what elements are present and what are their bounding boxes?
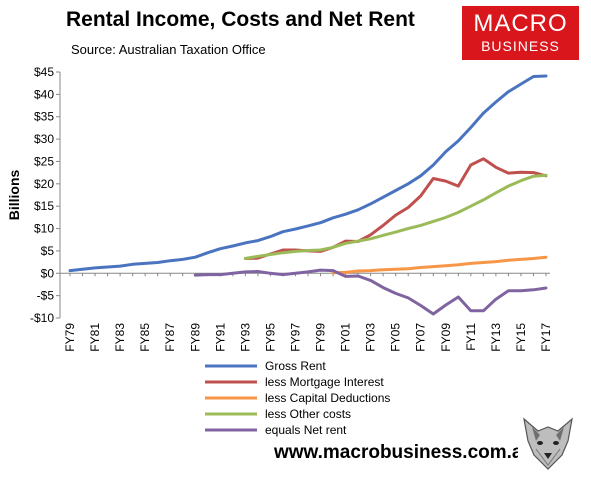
logo-line-2: BUSINESS xyxy=(481,38,560,54)
macrobusiness-logo: MACRO BUSINESS xyxy=(462,6,579,60)
series-line-net xyxy=(193,268,548,316)
y-tick-label: -$5 xyxy=(37,289,55,303)
y-tick-label: $35 xyxy=(34,110,54,124)
legend-label-capital: less Capital Deductions xyxy=(265,391,390,405)
legend: Gross Rent less Mortgage Interest less Cap… xyxy=(205,359,390,437)
legend-label-net: equals Net rent xyxy=(265,423,347,437)
chart-subtitle: Source: Australian Taxation Office xyxy=(71,42,266,57)
axes: -$10 -$5 $0 $5 $10 $15 $20 $25 $30 $35 $40 $45 Billi… xyxy=(6,65,553,352)
series-lines xyxy=(68,74,548,316)
chart-title: Rental Income, Costs and Net Rent xyxy=(66,8,415,31)
y-tick-label: $40 xyxy=(34,87,54,101)
x-tick-label: FY79 xyxy=(63,323,77,352)
legend-label-mortgage: less Mortgage Interest xyxy=(265,375,384,389)
wolf-logo-icon xyxy=(518,415,578,471)
x-tick-label: FY13 xyxy=(489,323,503,352)
x-tick-label: FY99 xyxy=(314,323,328,352)
x-tick-label: FY05 xyxy=(389,323,403,352)
x-tick-label: FY85 xyxy=(138,323,152,352)
series-line-mortgage xyxy=(243,157,548,260)
x-tick-label: FY01 xyxy=(339,323,353,352)
series-line-other xyxy=(243,173,548,260)
y-tick-label: $45 xyxy=(34,65,54,79)
series-line-capital xyxy=(331,255,548,275)
series-line-gross xyxy=(68,74,548,273)
y-tick-label: $5 xyxy=(41,244,55,258)
x-tick-label: FY93 xyxy=(238,323,252,352)
x-tick-label: FY17 xyxy=(539,323,553,352)
x-tick-label: FY11 xyxy=(464,323,478,351)
x-tick-label: FY87 xyxy=(163,323,177,352)
y-tick-label: $10 xyxy=(34,222,54,236)
x-tick-label: FY97 xyxy=(288,323,302,352)
x-tick-label: FY03 xyxy=(364,323,378,352)
x-tick-label: FY89 xyxy=(188,323,202,352)
y-tick-label: $15 xyxy=(34,199,54,213)
x-tick-label: FY15 xyxy=(514,323,528,352)
y-axis-title: Billions xyxy=(6,170,22,221)
logo-line-1: MACRO xyxy=(473,10,568,37)
y-tick-label: -$10 xyxy=(30,311,54,325)
line-chart: -$10 -$5 $0 $5 $10 $15 $20 $25 $30 $35 $40 $45 Billi… xyxy=(6,65,553,437)
y-tick-label: $20 xyxy=(34,177,54,191)
y-tick-label: $25 xyxy=(34,154,54,168)
x-tick-label: FY83 xyxy=(113,323,127,352)
x-tick-label: FY07 xyxy=(414,323,428,352)
x-tick-label: FY81 xyxy=(88,323,102,352)
y-tick-label: $30 xyxy=(34,132,54,146)
legend-label-other: less Other costs xyxy=(265,407,351,421)
legend-label-gross: Gross Rent xyxy=(265,359,326,373)
x-tick-label: FY91 xyxy=(213,323,227,352)
x-tick-label: FY09 xyxy=(439,323,453,352)
x-tick-label: FY95 xyxy=(263,323,277,352)
y-tick-label: $0 xyxy=(41,266,55,280)
footer-url[interactable]: www.macrobusiness.com.au xyxy=(274,442,535,463)
